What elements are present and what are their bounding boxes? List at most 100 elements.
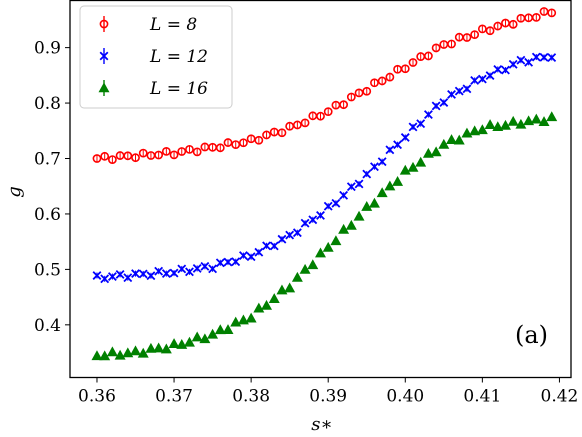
data-point bbox=[515, 118, 527, 129]
tick-layer: 0.36 0.37 0.38 0.39 0.40 0.41 0.42 0.4 0.5 0.6 0.7… bbox=[34, 39, 578, 407]
legend-label: L = 8 bbox=[149, 15, 197, 35]
data-point bbox=[231, 257, 241, 267]
data-point bbox=[431, 101, 441, 111]
data-point bbox=[92, 271, 102, 280]
data-point bbox=[353, 210, 365, 221]
data-point bbox=[177, 147, 187, 156]
data-point bbox=[177, 264, 187, 274]
data-point bbox=[322, 241, 334, 252]
legend-entry: L = 16 bbox=[98, 79, 208, 99]
data-point bbox=[300, 218, 310, 228]
data-point bbox=[470, 75, 480, 85]
data-point bbox=[370, 78, 379, 88]
series-1 bbox=[92, 7, 557, 165]
data-point bbox=[200, 261, 210, 271]
legend-label: L = 12 bbox=[149, 47, 208, 67]
y-tick-label: 0.5 bbox=[34, 260, 61, 280]
data-point bbox=[376, 187, 388, 198]
data-point bbox=[154, 266, 164, 276]
legend-entry: L = 12 bbox=[99, 47, 208, 67]
data-point bbox=[276, 284, 288, 295]
data-point bbox=[454, 86, 464, 96]
data-point bbox=[291, 271, 303, 282]
data-point bbox=[392, 175, 404, 186]
data-point bbox=[362, 86, 372, 96]
data-point bbox=[345, 219, 357, 230]
data-point bbox=[268, 293, 280, 304]
data-point bbox=[523, 115, 535, 126]
x-tick-label: 0.36 bbox=[78, 387, 116, 407]
data-point bbox=[416, 119, 426, 129]
data-point bbox=[169, 150, 179, 160]
data-point bbox=[130, 345, 141, 356]
data-point bbox=[107, 155, 117, 165]
data-point bbox=[300, 118, 310, 128]
data-point bbox=[138, 269, 148, 279]
data-point bbox=[192, 147, 202, 157]
data-point bbox=[131, 269, 140, 279]
data-point bbox=[161, 146, 171, 156]
data-point bbox=[407, 161, 419, 172]
x-tick-label: 0.40 bbox=[386, 387, 424, 407]
data-point bbox=[385, 145, 395, 155]
data-point bbox=[377, 76, 387, 86]
data-point bbox=[493, 21, 503, 31]
data-point bbox=[547, 53, 557, 63]
data-point bbox=[430, 146, 442, 157]
data-point bbox=[262, 241, 271, 251]
data-point bbox=[447, 39, 456, 49]
data-point bbox=[377, 157, 387, 167]
x-tick-label: 0.41 bbox=[463, 387, 501, 407]
data-point bbox=[339, 100, 349, 110]
data-point bbox=[362, 169, 372, 179]
data-point bbox=[330, 235, 342, 246]
y-tick-label: 0.6 bbox=[34, 205, 61, 225]
data-point bbox=[546, 111, 558, 122]
data-point bbox=[316, 210, 325, 220]
y-tick-label: 0.4 bbox=[34, 316, 61, 336]
data-point bbox=[137, 347, 149, 358]
data-point bbox=[346, 92, 356, 102]
data-point bbox=[477, 24, 487, 34]
legend-entry: L = 8 bbox=[99, 15, 197, 35]
data-point bbox=[261, 299, 273, 310]
data-point bbox=[277, 234, 287, 244]
data-point bbox=[462, 33, 472, 42]
data-point bbox=[245, 312, 257, 323]
data-point bbox=[408, 122, 418, 132]
data-point bbox=[122, 347, 134, 358]
data-point bbox=[316, 111, 325, 121]
data-point bbox=[508, 59, 518, 69]
data-point bbox=[385, 72, 395, 82]
x-tick-label: 0.42 bbox=[541, 387, 579, 407]
data-point bbox=[331, 198, 341, 208]
data-point bbox=[439, 98, 449, 107]
data-point bbox=[192, 263, 202, 273]
data-point bbox=[500, 119, 511, 130]
legend-entries: L = 8 L = 12 L = 16 bbox=[98, 15, 208, 99]
data-point bbox=[477, 74, 487, 84]
y-tick-label: 0.9 bbox=[34, 39, 61, 59]
data-point bbox=[277, 128, 287, 138]
data-point bbox=[115, 269, 125, 279]
data-point bbox=[476, 124, 488, 135]
data-point bbox=[223, 257, 233, 267]
legend: L = 8 L = 12 L = 16 bbox=[79, 5, 233, 109]
panel-label: (a) bbox=[515, 321, 548, 349]
data-point bbox=[370, 162, 379, 172]
data-point bbox=[254, 135, 264, 145]
data-point bbox=[323, 107, 333, 117]
legend-marker bbox=[99, 19, 109, 29]
data-point bbox=[507, 115, 519, 126]
data-point bbox=[308, 215, 318, 225]
data-point bbox=[100, 274, 110, 284]
data-point bbox=[524, 57, 534, 67]
data-point bbox=[230, 316, 242, 327]
data-point bbox=[423, 110, 433, 119]
data-point bbox=[462, 84, 472, 94]
x-tick-label: 0.39 bbox=[309, 387, 347, 407]
data-point bbox=[292, 120, 302, 130]
data-point bbox=[547, 8, 557, 18]
data-point bbox=[191, 331, 203, 342]
data-point bbox=[338, 223, 350, 234]
